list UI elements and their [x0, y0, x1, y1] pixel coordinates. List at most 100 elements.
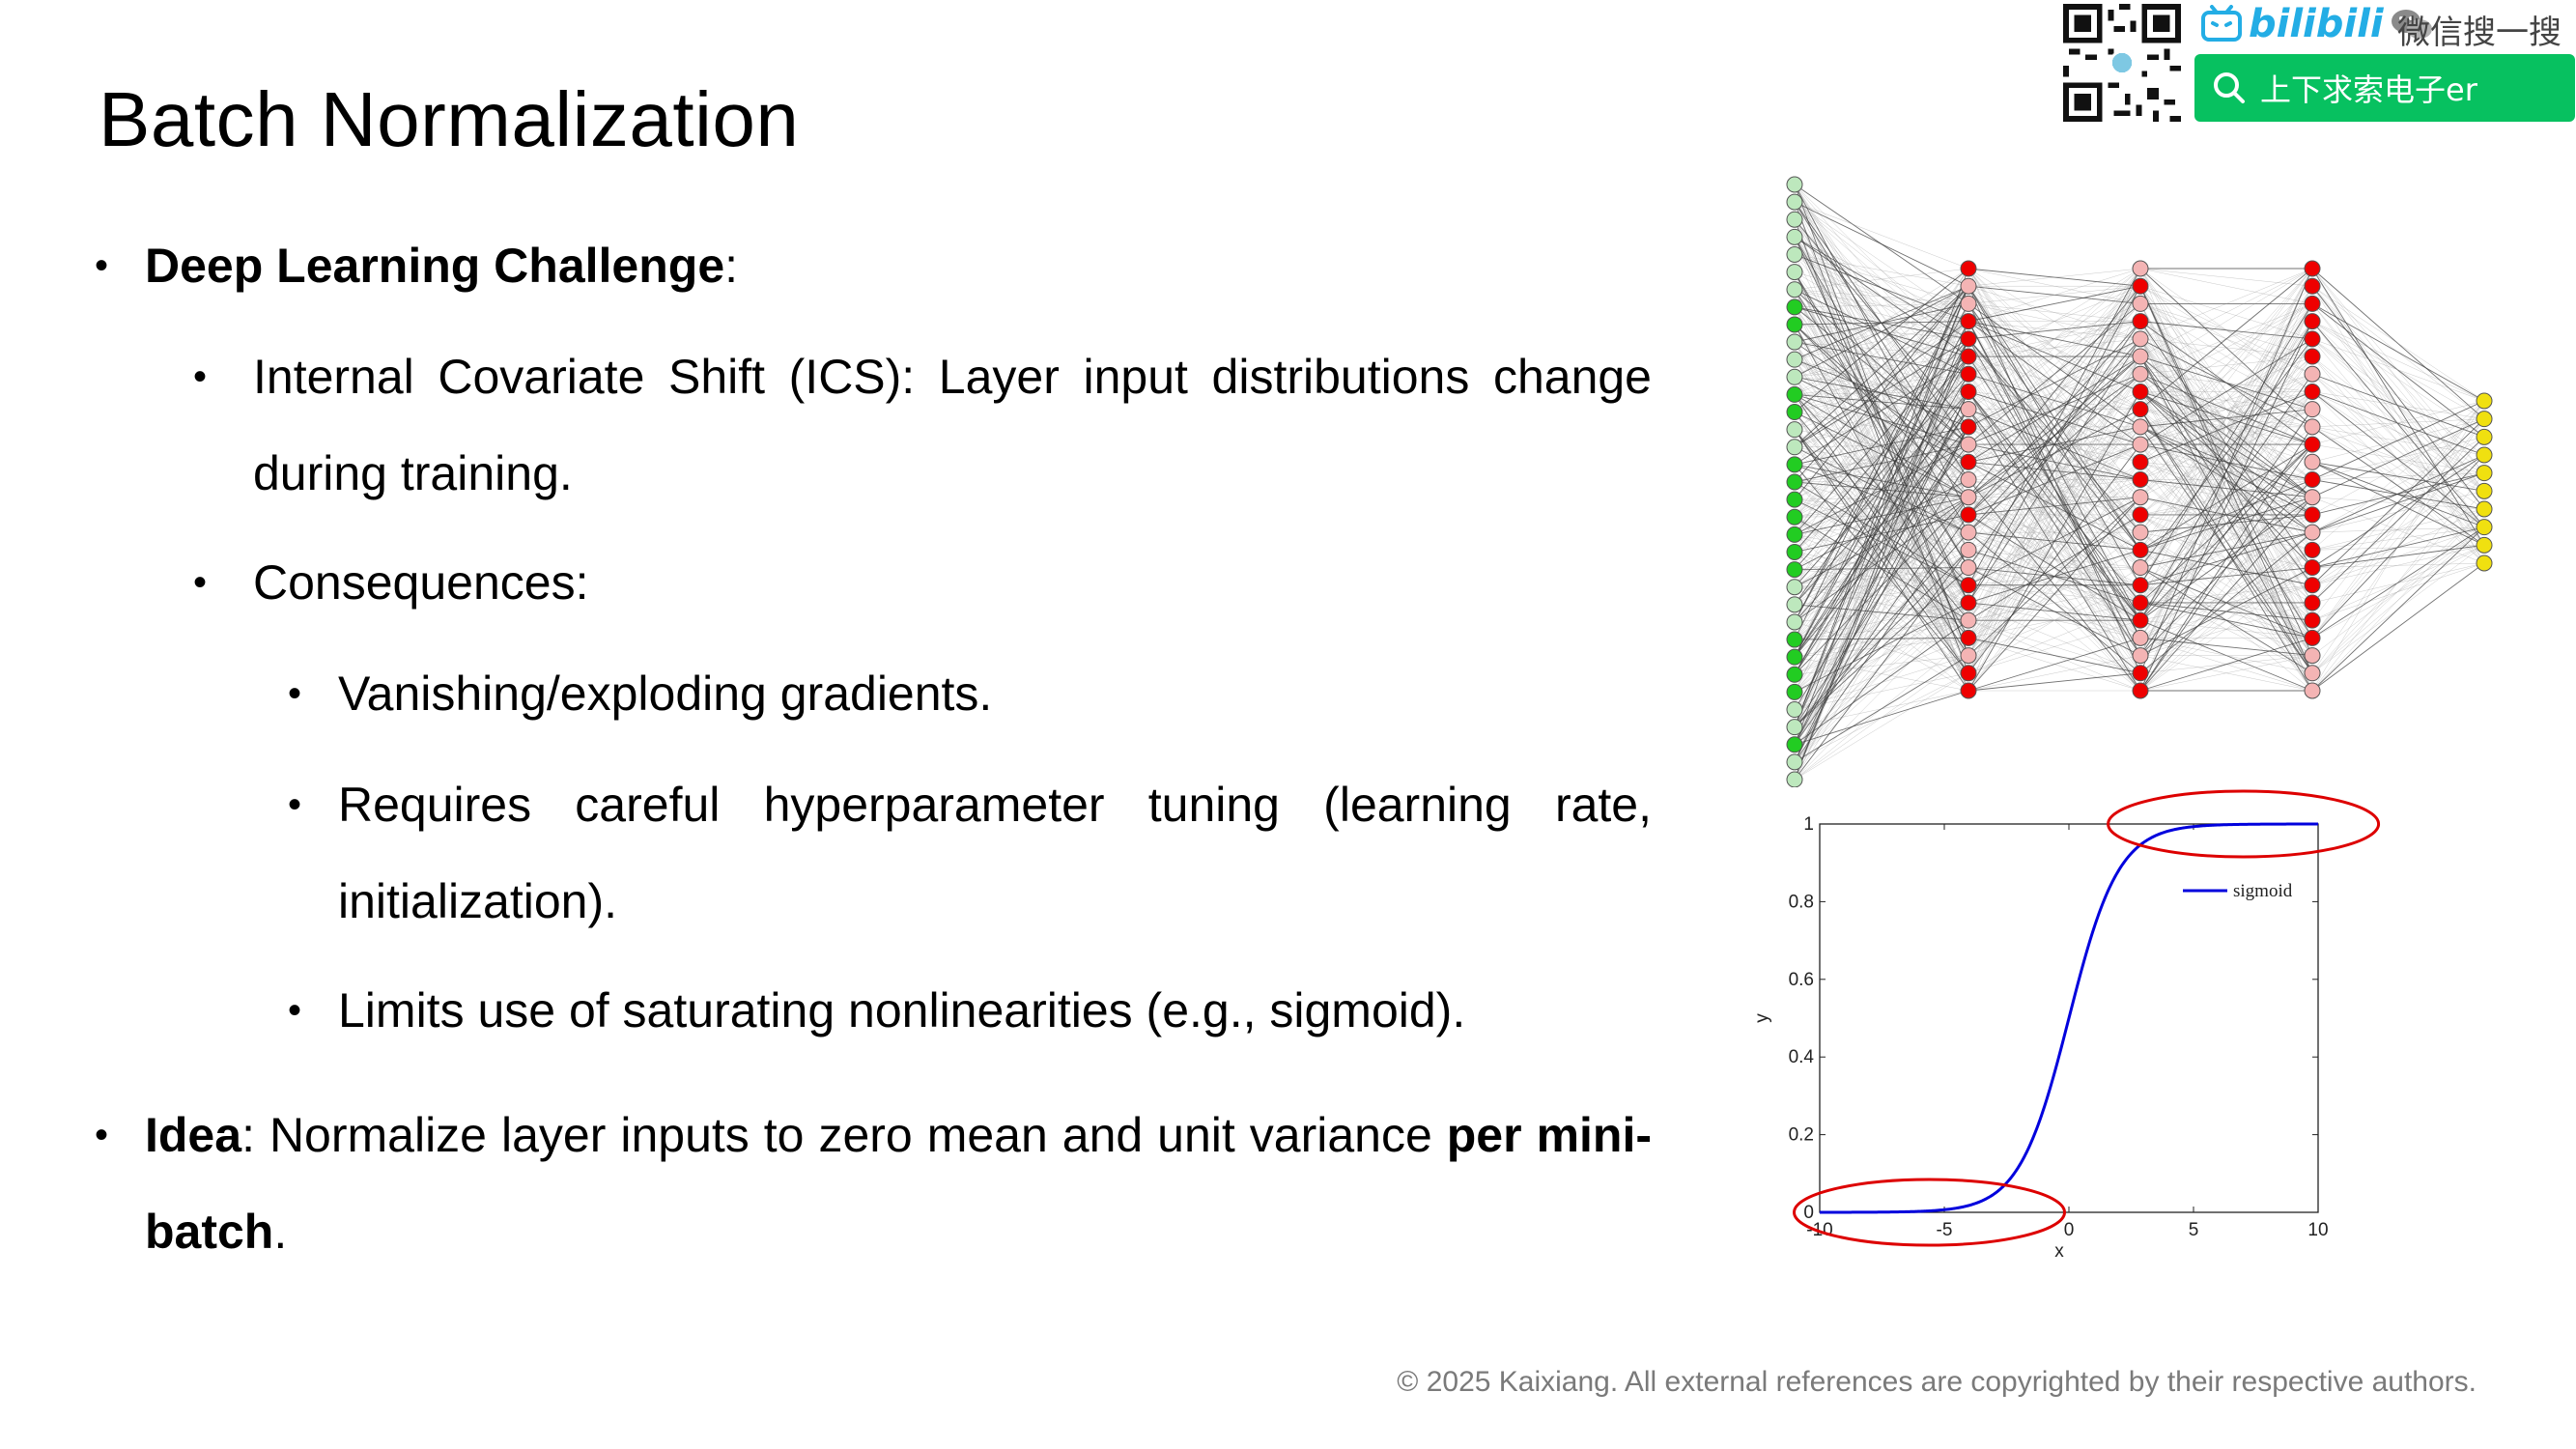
output-neuron [2476, 536, 2493, 554]
input-neuron [1786, 473, 1803, 491]
y-axis-label: y [1752, 1013, 1772, 1023]
y-tick-label: 0.6 [1789, 970, 1814, 990]
bullet-dot-icon: • [288, 783, 302, 826]
hidden-neuron [2132, 383, 2149, 400]
input-neuron [1786, 543, 1803, 560]
bullet-dot-icon: • [193, 355, 208, 398]
hidden-neuron [2304, 313, 2321, 330]
output-neuron [2476, 465, 2493, 482]
input-neuron [1786, 631, 1803, 648]
input-neuron [1786, 211, 1803, 228]
hidden-neuron [2132, 541, 2149, 558]
hidden-neuron [2304, 418, 2321, 436]
output-neuron [2476, 554, 2493, 572]
sigmoid-curve [1820, 822, 2318, 1214]
hidden-neuron [2132, 471, 2149, 488]
input-neuron [1786, 316, 1803, 333]
hidden-neuron [2132, 594, 2149, 611]
limits-text: Limits use of saturating nonlinearities … [338, 983, 1466, 1037]
bullet-dot-icon: • [288, 672, 302, 715]
input-neuron [1786, 613, 1803, 631]
hidden-neuron [1960, 295, 1977, 312]
bullet-vanishing: • Vanishing/exploding gradients. [288, 645, 1652, 742]
bullet-idea: • Idea: Normalize layer inputs to zero m… [95, 1087, 1652, 1280]
input-neuron [1786, 561, 1803, 579]
network-nodes [1786, 176, 2493, 787]
hidden-neuron [1960, 277, 1977, 295]
hidden-neuron [1960, 365, 1977, 383]
saturation-highlight-bottom [1793, 1178, 2067, 1247]
hidden-neuron [2132, 647, 2149, 665]
hidden-neuron [2132, 559, 2149, 577]
input-neuron [1786, 193, 1803, 211]
idea-label: Idea [145, 1108, 242, 1162]
x-tick-label: 10 [2307, 1220, 2328, 1240]
hidden-neuron [2304, 277, 2321, 295]
input-neuron [1786, 596, 1803, 613]
hidden-neuron [2304, 348, 2321, 365]
wechat-icon [2391, 10, 2432, 39]
hidden-neuron [2132, 453, 2149, 470]
hidden-neuron [2304, 506, 2321, 524]
y-tick-label: 0 [1803, 1203, 1814, 1223]
hidden-neuron [2304, 383, 2321, 400]
hidden-neuron [2304, 594, 2321, 611]
output-neuron [2476, 519, 2493, 536]
hidden-neuron [1960, 260, 1977, 277]
output-neuron [2476, 446, 2493, 464]
x-tick-label: -5 [1937, 1220, 1953, 1240]
hidden-neuron [2304, 471, 2321, 488]
hidden-neuron [1960, 489, 1977, 506]
hidden-neuron [2132, 418, 2149, 436]
tuning-text: Requires careful hyperparameter tuning (… [338, 778, 1652, 928]
hidden-neuron [2304, 401, 2321, 418]
hidden-neuron [2304, 365, 2321, 383]
consequences-text: Consequences: [253, 555, 589, 610]
bullet-list: • Deep Learning Challenge: • Internal Co… [95, 239, 1652, 1280]
challenge-label: Deep Learning Challenge [145, 239, 725, 293]
bilibili-logo: bilibili [2200, 2, 2434, 46]
hidden-neuron [1960, 471, 1977, 488]
hidden-neuron [1960, 559, 1977, 577]
input-neuron [1786, 264, 1803, 281]
copyright-footer: © 2025 Kaixiang. All external references… [1397, 1366, 2477, 1398]
idea-bold: per mini-batch [145, 1108, 1652, 1259]
bullet-ics: • Internal Covariate Shift (ICS): Layer … [193, 328, 1652, 522]
hidden-neuron [2132, 436, 2149, 453]
input-neuron [1786, 245, 1803, 263]
bullet-dot-icon: • [95, 244, 109, 287]
y-tick-label: 1 [1803, 814, 1814, 835]
bullet-consequences: • Consequences: [193, 534, 1652, 631]
search-button[interactable]: 上下求索电子er [2194, 54, 2575, 122]
hidden-neuron [1960, 682, 1977, 699]
hidden-neuron [1960, 453, 1977, 470]
network-edges [1794, 184, 2485, 781]
hidden-neuron [1960, 418, 1977, 436]
y-tick-label: 0.2 [1789, 1125, 1814, 1146]
hidden-neuron [1960, 313, 1977, 330]
output-neuron [2476, 482, 2493, 499]
hidden-neuron [1960, 541, 1977, 558]
input-neuron [1786, 368, 1803, 385]
search-icon [2214, 72, 2245, 103]
hidden-neuron [1960, 594, 1977, 611]
hidden-neuron [2304, 453, 2321, 470]
hidden-neuron [2304, 330, 2321, 348]
hidden-neuron [1960, 647, 1977, 665]
input-neuron [1786, 683, 1803, 700]
hidden-neuron [2304, 541, 2321, 558]
bullet-tuning: • Requires careful hyperparameter tuning… [288, 756, 1652, 950]
hidden-neuron [2132, 629, 2149, 646]
hidden-neuron [2304, 436, 2321, 453]
hidden-neuron [2304, 260, 2321, 277]
input-neuron [1786, 666, 1803, 683]
input-neuron [1786, 579, 1803, 596]
bullet-dot-icon: • [95, 1114, 109, 1156]
hidden-neuron [2304, 489, 2321, 506]
output-neuron [2476, 411, 2493, 428]
input-neuron [1786, 701, 1803, 719]
hidden-neuron [1960, 577, 1977, 594]
input-neuron [1786, 648, 1803, 666]
hidden-neuron [2132, 506, 2149, 524]
